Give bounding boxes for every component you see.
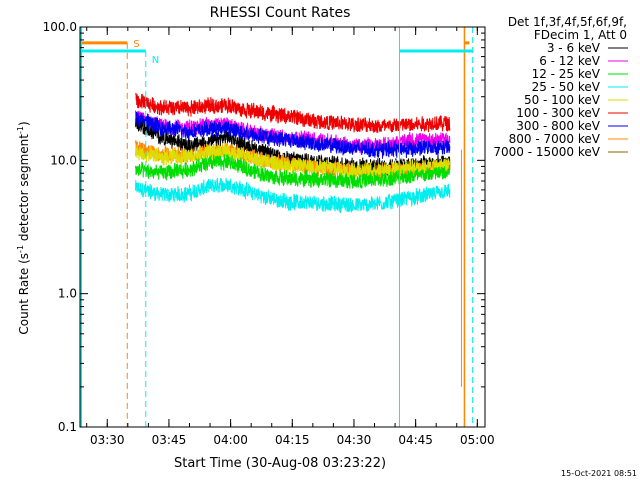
x-tick-label: 03:45: [152, 433, 187, 447]
x-tick-label: 04:30: [337, 433, 372, 447]
series-line: [135, 143, 451, 179]
x-axis-label: Start Time (30-Aug-08 03:23:22): [174, 456, 386, 471]
x-tick-label: 04:15: [275, 433, 310, 447]
y-tick-label: 10.0: [50, 153, 77, 167]
legend-label: 300 - 800 keV: [516, 119, 600, 133]
series-line: [135, 177, 451, 213]
footer-timestamp: 15-Oct-2021 08:51: [561, 469, 637, 478]
series-line: [135, 111, 451, 159]
plot-frame: [79, 26, 486, 428]
y-axis-label: Count Rate (s-1 detector segment-1): [16, 121, 31, 334]
y-axis-label-part1: Count Rate (s: [17, 253, 31, 335]
night-label: N: [152, 55, 159, 66]
legend-header-line2: FDecim 1, Att 0: [534, 28, 627, 42]
y-tick-label: 1.0: [58, 287, 77, 301]
legend-label: 50 - 100 keV: [524, 93, 601, 107]
y-axis-label-part2: detector segment: [17, 134, 31, 245]
legend-header-line1: Det 1f,3f,4f,5f,6f,9f,: [508, 15, 627, 29]
x-tick-label: 05:00: [460, 433, 495, 447]
y-axis-label-sup2: -1: [16, 126, 25, 134]
y-axis-label-part3: ): [17, 121, 31, 126]
legend-label: 800 - 7000 keV: [509, 132, 601, 146]
legend-label: 3 - 6 keV: [547, 41, 601, 55]
attenuator-label: S: [133, 39, 139, 50]
y-tick-label: 0.1: [58, 420, 77, 434]
x-tick-label: 04:00: [213, 433, 248, 447]
legend-label: 6 - 12 keV: [539, 54, 601, 68]
x-tick-label: 04:45: [398, 433, 433, 447]
legend-label: 25 - 50 keV: [532, 80, 601, 94]
series-line: [135, 92, 451, 134]
legend-label: 7000 - 15000 keV: [493, 145, 600, 159]
chart-title: RHESSI Count Rates: [210, 5, 351, 21]
y-tick-label: 100.0: [43, 20, 77, 34]
series-line: [135, 154, 451, 189]
legend-label: 100 - 300 keV: [516, 106, 600, 120]
y-axis-label-sup1: -1: [16, 245, 25, 253]
x-tick-label: 03:30: [90, 433, 125, 447]
legend-label: 12 - 25 keV: [532, 67, 601, 81]
